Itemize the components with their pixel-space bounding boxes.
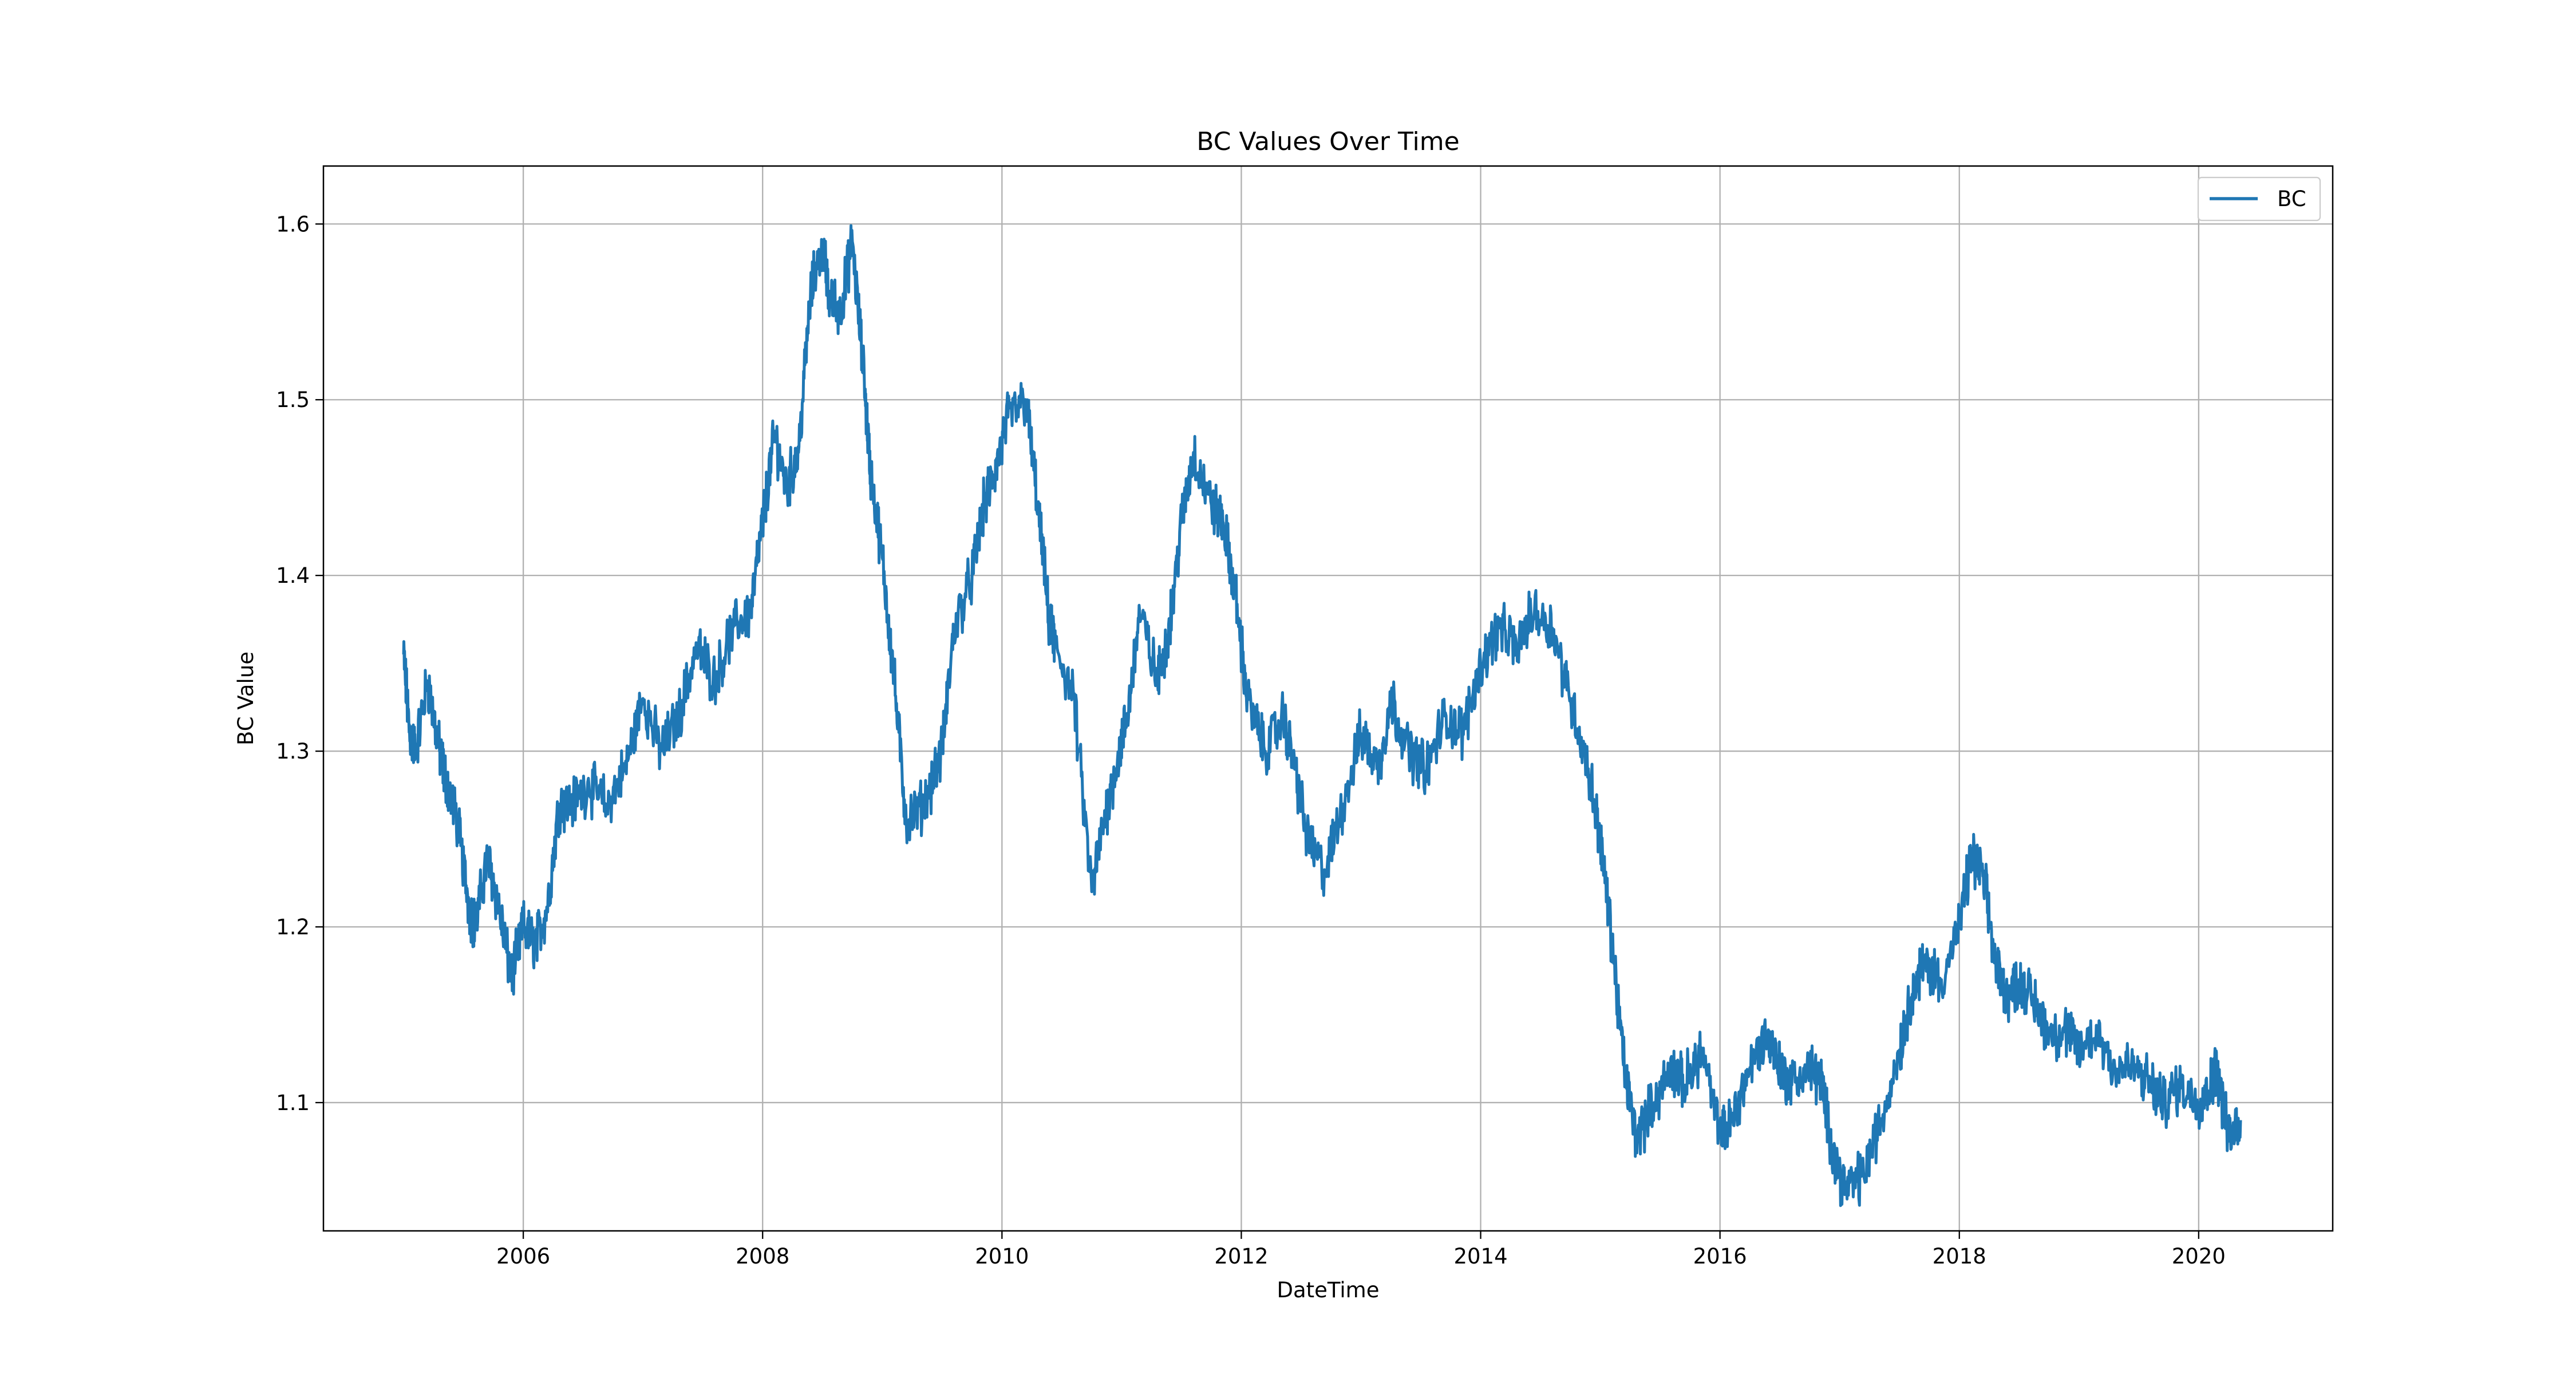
- y-axis: 1.1 1.2 1.3 1.4 1.5 1.6: [276, 212, 323, 1115]
- series-line-bc: [402, 224, 2242, 1207]
- x-axis: 2006 2008 2010 2012 2014 2016 2018 2020: [496, 1231, 2226, 1269]
- y-tick-label: 1.5: [276, 388, 310, 412]
- plot-frame: [322, 165, 2334, 1232]
- x-tick-label: 2018: [1933, 1244, 1986, 1269]
- x-tick-label: 2016: [1693, 1244, 1747, 1269]
- y-tick-label: 1.4: [276, 563, 310, 588]
- x-tick-label: 2006: [496, 1244, 550, 1269]
- legend: BC: [2197, 176, 2321, 222]
- y-tick-label: 1.2: [276, 915, 310, 939]
- legend-label-bc: BC: [2277, 187, 2306, 211]
- y-tick-label: 1.6: [276, 212, 310, 236]
- x-axis-label: DateTime: [1277, 1278, 1380, 1302]
- y-tick-label: 1.1: [276, 1091, 310, 1115]
- legend-box: [2197, 176, 2321, 222]
- x-tick-label: 2014: [1453, 1244, 1507, 1269]
- y-axis-label: BC Value: [234, 652, 258, 745]
- y-tick-label: 1.3: [276, 739, 310, 764]
- series-layer: [402, 224, 2242, 1207]
- x-tick-label: 2008: [736, 1244, 789, 1269]
- x-tick-label: 2020: [2172, 1244, 2226, 1269]
- x-tick-label: 2012: [1214, 1244, 1268, 1269]
- chart-title: BC Values Over Time: [1196, 127, 1459, 156]
- x-tick-label: 2010: [975, 1244, 1029, 1269]
